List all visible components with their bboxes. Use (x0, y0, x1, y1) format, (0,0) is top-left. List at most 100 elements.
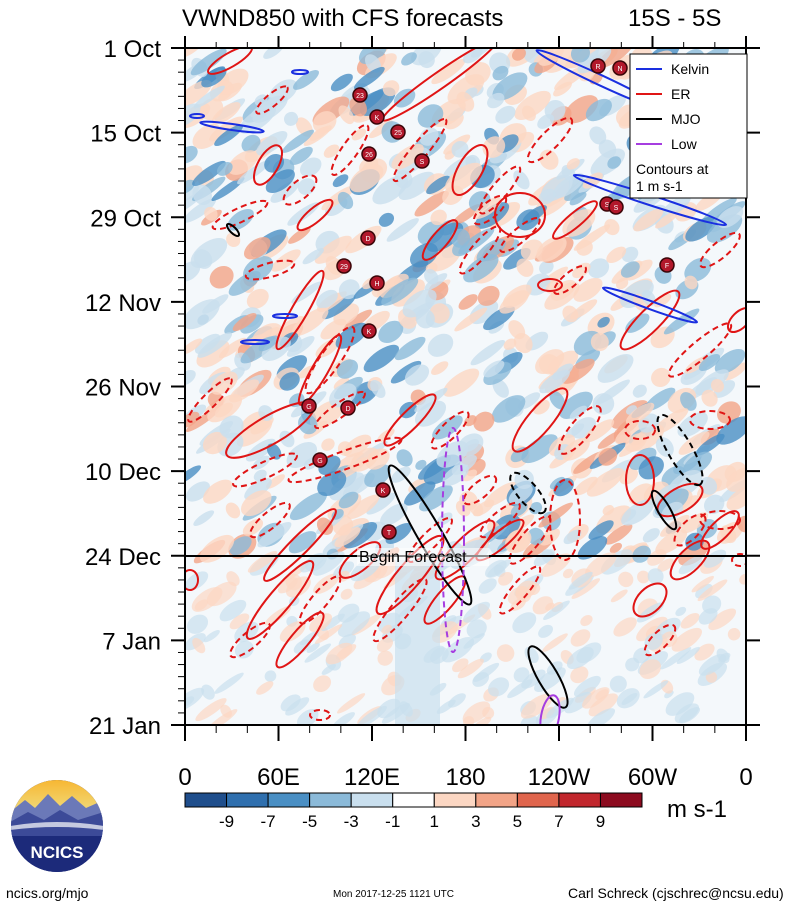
heat-cell (320, 318, 347, 340)
heat-cell (739, 573, 746, 585)
heat-cell (305, 552, 327, 572)
heat-cell (642, 528, 660, 543)
heat-cell (185, 571, 209, 591)
x-tick-label: 60E (257, 764, 300, 791)
heat-cell (588, 258, 610, 279)
x-axis: 0 60E 120E 180 120W 60W 0 (178, 36, 753, 791)
heat-cell (644, 632, 663, 650)
heat-cell (570, 666, 589, 684)
heat-cell (380, 503, 408, 526)
heat-cell (426, 222, 464, 252)
heat-cell (698, 653, 727, 676)
storm-marker: G (301, 398, 317, 414)
heat-cell (697, 579, 728, 602)
region-label: 15S - 5S (628, 5, 721, 32)
storm-symbol (659, 257, 675, 273)
heat-cell (629, 447, 657, 470)
heat-cell (234, 640, 254, 659)
heat-cell (616, 688, 640, 709)
heat-cell (364, 464, 391, 488)
heat-cell (478, 578, 497, 594)
storm-marker: 26 (361, 146, 377, 162)
heat-cell (595, 379, 630, 405)
heat-cell (676, 646, 700, 664)
er-contour-negative (673, 513, 707, 547)
heat-cell (674, 703, 699, 724)
heat-cell (323, 144, 340, 158)
heat-cell (204, 206, 218, 221)
heat-cell (703, 494, 725, 515)
heat-cell (457, 658, 484, 679)
er-contour-negative (472, 194, 508, 226)
heat-cell (289, 491, 327, 521)
storm-symbol (361, 146, 377, 162)
x-tick-label: 0 (739, 764, 752, 791)
heat-cell (349, 164, 384, 193)
er-contour-positive (537, 278, 563, 292)
heat-cell (191, 587, 223, 612)
heat-cell (312, 551, 345, 576)
heat-cell (185, 145, 198, 164)
er-contour-negative (330, 124, 370, 176)
heat-cell (395, 560, 440, 725)
heat-cell (258, 405, 274, 421)
low-contour (441, 427, 465, 653)
mjo-contour-dashed (509, 471, 547, 515)
heat-cell (334, 527, 361, 548)
heat-cell (543, 600, 570, 620)
colorbar-swatch (267, 792, 311, 808)
heat-cell (621, 499, 655, 526)
mjo-contour (527, 645, 569, 709)
heat-cell (589, 126, 607, 145)
heat-cell (671, 627, 702, 652)
heat-cell (483, 360, 505, 378)
heat-cell (322, 294, 356, 320)
heat-cell (680, 392, 697, 411)
footer-author: Carl Schreck (cjschrec@ncsu.edu) (568, 885, 784, 901)
heat-cell (495, 105, 516, 124)
heat-cell (726, 486, 746, 511)
heat-cell (466, 619, 487, 639)
er-contour-positive (263, 508, 337, 582)
heat-cell (293, 70, 320, 90)
heat-cell (663, 308, 700, 335)
heat-cell (343, 309, 373, 331)
heat-cell (332, 174, 349, 188)
heat-cell (701, 389, 718, 407)
heat-cell (240, 490, 272, 517)
heat-cell (325, 642, 353, 665)
storm-symbol (414, 153, 430, 169)
heat-cell (513, 170, 530, 190)
heat-cell (381, 277, 419, 306)
heat-cell (590, 332, 609, 352)
heat-cell (240, 411, 266, 432)
heat-cell (615, 277, 629, 290)
heat-cell (185, 369, 196, 386)
storm-marker: G (312, 452, 328, 468)
storm-label: D (345, 406, 350, 413)
heat-cell (564, 691, 592, 714)
heat-cell (193, 85, 225, 109)
heat-cell (419, 484, 453, 512)
heat-cell (607, 156, 622, 169)
er-contour-negative (304, 325, 356, 395)
storm-symbol (590, 58, 606, 74)
colorbar-swatch (309, 792, 352, 808)
heat-cell (302, 248, 325, 265)
heat-cell (338, 279, 360, 300)
heat-cell (185, 338, 203, 355)
heat-cell (431, 361, 449, 376)
heat-cell (597, 316, 610, 328)
heat-cell (377, 650, 394, 666)
heat-cell (717, 401, 741, 424)
heat-cell (456, 91, 475, 112)
heat-cell (577, 536, 608, 560)
heat-cell (488, 677, 510, 697)
heat-cell (185, 198, 216, 223)
heat-cell (192, 637, 206, 654)
storm-label: D (365, 236, 370, 243)
legend-note-line2: 1 m s-1 (636, 178, 683, 194)
storm-marker: K (369, 109, 385, 125)
heat-cell (211, 177, 245, 202)
